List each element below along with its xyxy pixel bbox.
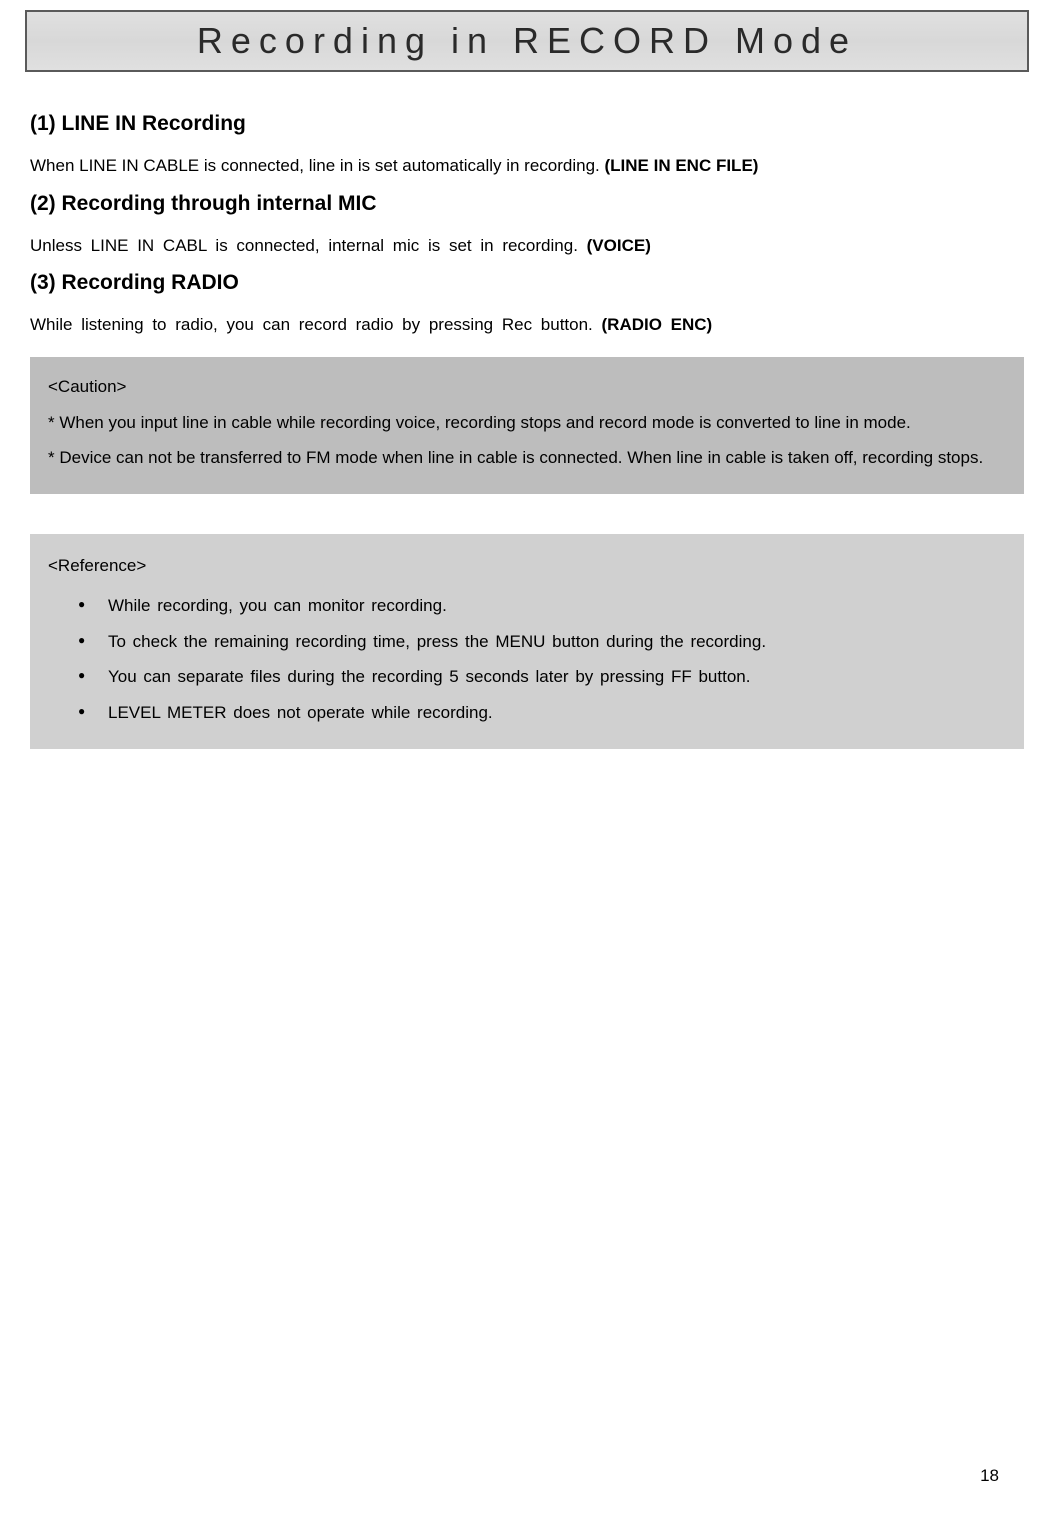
section-2-heading: (2) Recording through internal MIC [30,192,1024,216]
section-1-bold: (LINE IN ENC FILE) [605,156,759,175]
page-title-box: Recording in RECORD Mode [25,10,1029,72]
reference-box: <Reference> While recording, you can mon… [30,534,1024,748]
section-3-heading: (3) Recording RADIO [30,271,1024,295]
reference-item-4: LEVEL METER does not operate while recor… [108,695,1006,731]
page-title: Recording in RECORD Mode [197,20,857,61]
section-3-bold: (RADIO ENC) [602,315,713,334]
section-2: (2) Recording through internal MIC Unles… [30,192,1024,264]
caution-item-2: * Device can not be transferred to FM mo… [48,440,1006,476]
section-1-text: When LINE IN CABLE is connected, line in… [30,156,605,175]
content-area: (1) LINE IN Recording When LINE IN CABLE… [25,112,1029,749]
section-1-body: When LINE IN CABLE is connected, line in… [30,148,1024,184]
section-3: (3) Recording RADIO While listening to r… [30,271,1024,343]
reference-list: While recording, you can monitor recordi… [48,588,1006,731]
section-1-heading: (1) LINE IN Recording [30,112,1024,136]
caution-box: <Caution> * When you input line in cable… [30,357,1024,494]
section-2-bold: (VOICE) [587,236,651,255]
reference-item-1: While recording, you can monitor recordi… [108,588,1006,624]
caution-item-1: * When you input line in cable while rec… [48,405,1006,441]
caution-heading: <Caution> [48,369,1006,405]
section-2-body: Unless LINE IN CABL is connected, intern… [30,228,1024,264]
reference-heading: <Reference> [48,548,1006,584]
section-3-body: While listening to radio, you can record… [30,307,1024,343]
reference-item-3: You can separate files during the record… [108,659,1006,695]
page-number: 18 [980,1466,999,1486]
section-3-text: While listening to radio, you can record… [30,315,602,334]
reference-item-2: To check the remaining recording time, p… [108,624,1006,660]
section-1: (1) LINE IN Recording When LINE IN CABLE… [30,112,1024,184]
section-2-text: Unless LINE IN CABL is connected, intern… [30,236,587,255]
